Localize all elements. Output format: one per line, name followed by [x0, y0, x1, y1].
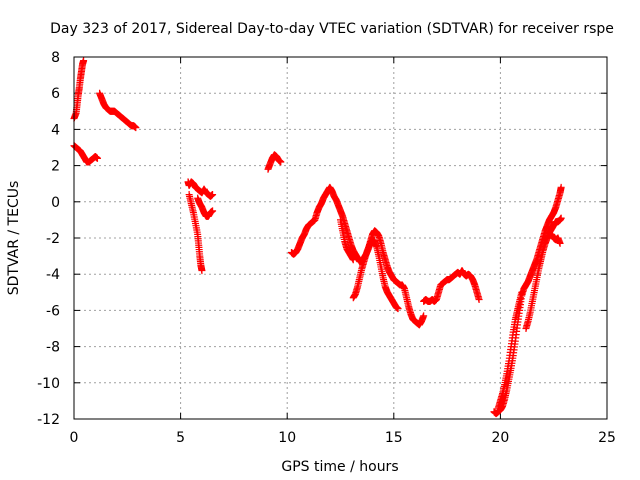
x-tick-label: 5 [176, 430, 185, 446]
data-point [557, 214, 565, 222]
data-point [80, 57, 88, 65]
data-point [475, 296, 483, 304]
data-point [518, 288, 526, 296]
x-tick-label: 0 [70, 430, 79, 446]
chart-title: Day 323 of 2017, Sidereal Day-to-day VTE… [50, 21, 614, 37]
data-point [394, 305, 402, 313]
data-point [132, 124, 140, 132]
y-tick-label: -8 [46, 340, 60, 356]
data-point [277, 158, 285, 166]
x-tick-label: 20 [491, 430, 509, 446]
y-tick-label: 6 [51, 86, 60, 102]
y-tick-label: -12 [37, 412, 60, 428]
data-point [198, 267, 206, 275]
x-tick-label: 10 [278, 430, 296, 446]
y-axis-label: SDTVAR / TECUs [6, 181, 22, 296]
data-point [557, 183, 565, 191]
x-tick-label: 25 [598, 430, 616, 446]
y-tick-label: -4 [46, 267, 60, 283]
data-point [209, 207, 217, 215]
data-point [93, 154, 101, 162]
plot-frame [73, 56, 608, 420]
y-tick-label: -6 [46, 303, 60, 319]
x-axis-label: GPS time / hours [281, 459, 398, 475]
x-tick-label: 15 [385, 430, 403, 446]
data-point [349, 256, 357, 264]
data-points [70, 57, 565, 418]
data-point [420, 312, 428, 320]
y-tick-label: -2 [46, 231, 60, 247]
y-tick-label: 4 [51, 122, 60, 138]
grid-lines [73, 56, 608, 420]
y-tick-label: 0 [51, 195, 60, 211]
y-tick-label: 2 [51, 159, 60, 175]
y-tick-label: -10 [37, 376, 60, 392]
y-tick-label: 8 [51, 50, 60, 66]
data-point [556, 239, 564, 247]
tick-labels: 0 5 10 15 20 25 -12 -10 -8 -6 -4 -2 0 2 4 6 8 [37, 50, 616, 446]
data-point [209, 191, 217, 199]
